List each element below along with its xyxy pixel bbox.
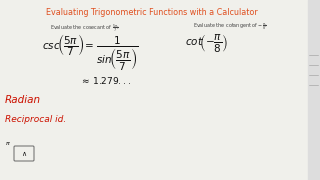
Text: Evaluating Trigonometric Functions with a Calculator: Evaluating Trigonometric Functions with … [46,8,258,17]
Text: $\pi$: $\pi$ [5,140,11,147]
Text: $\mathit{cot}\!\left(-\dfrac{\pi}{8}\right)$: $\mathit{cot}\!\left(-\dfrac{\pi}{8}\rig… [185,32,228,54]
FancyBboxPatch shape [14,146,34,161]
Text: Radian: Radian [5,95,41,105]
Text: $\approx\, 1.279...$: $\approx\, 1.279...$ [80,75,131,86]
Text: Evaluate the cosecant of $\frac{5\pi}{7}$:: Evaluate the cosecant of $\frac{5\pi}{7}… [50,22,120,33]
Text: Evaluate the cotangent of $-\frac{\pi}{8}$:: Evaluate the cotangent of $-\frac{\pi}{8… [193,22,268,32]
Text: $\wedge$: $\wedge$ [21,149,27,158]
Bar [308,0,320,180]
Text: Reciprocal id.: Reciprocal id. [5,115,66,124]
Text: $\mathit{csc}\!\left(\dfrac{5\pi}{7}\right)\!=\,\dfrac{1}{\mathit{sin}\!\left(\d: $\mathit{csc}\!\left(\dfrac{5\pi}{7}\rig… [42,32,139,72]
